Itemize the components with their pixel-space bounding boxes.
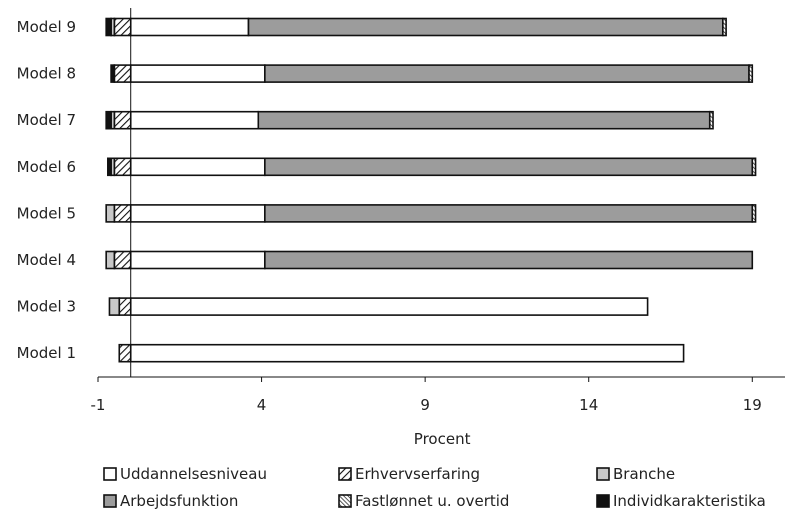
bar-model-9-erhvervserfaring	[113, 17, 132, 37]
bar-model-6-individkarakteristika	[107, 157, 112, 177]
bar-model-8-fastl-nnet-u-overtid	[748, 64, 754, 83]
bar-model-6-arbejdsfunktion	[264, 157, 754, 177]
bar-model-8-individkarakteristika	[110, 64, 116, 83]
bar-model-7-fastl-nnet-u-overtid	[708, 110, 714, 130]
bar-model-1-uddannelsesniveau	[129, 343, 685, 363]
bar-model-7-individkarakteristika	[105, 110, 112, 130]
bar-model-9-uddannelsesniveau	[129, 17, 250, 37]
bar-model-8-uddannelsesniveau	[129, 64, 266, 83]
bar-model-4-erhvervserfaring	[113, 250, 132, 270]
legend-label-individkarakteristika: Individkarakteristika	[613, 492, 766, 510]
legend-swatch-individkarakteristika	[596, 494, 610, 508]
category-label: Model 5	[17, 204, 76, 222]
bar-model-5-erhvervserfaring	[113, 204, 132, 223]
x-axis-title: Procent	[414, 430, 471, 448]
legend-label-branche: Branche	[613, 465, 675, 483]
legend-swatch-branche	[596, 467, 610, 481]
bar-model-9-arbejdsfunktion	[247, 17, 724, 37]
legend-swatch-uddannelsesniveau	[103, 467, 117, 481]
category-labels: Model 9 Model 8 Model 7 Model 6 Model 5 Model…	[17, 18, 76, 362]
x-tick-label: 19	[743, 396, 762, 414]
bar-model-9-individkarakteristika	[105, 17, 112, 37]
bar-model-5-uddannelsesniveau	[129, 204, 266, 223]
bar-model-7-arbejdsfunktion	[257, 110, 711, 130]
legend-label-fastl-nnet-u-overtid: Fastlønnet u. overtid	[355, 492, 509, 510]
bar-model-3-uddannelsesniveau	[129, 297, 649, 316]
legend-label-uddannelsesniveau: Uddannelsesniveau	[120, 465, 267, 483]
bar-model-7-erhvervserfaring	[113, 110, 132, 130]
category-label: Model 4	[17, 251, 76, 269]
legend-swatch-erhvervserfaring	[338, 467, 352, 481]
category-label: Model 6	[17, 158, 76, 176]
bar-model-6-erhvervserfaring	[113, 157, 132, 177]
bar-model-8-arbejdsfunktion	[264, 64, 750, 83]
bar-model-7-uddannelsesniveau	[129, 110, 260, 130]
legend: Uddannelsesniveau Erhvervserfaring Branche…	[103, 465, 766, 510]
bar-model-3-erhvervserfaring	[118, 297, 132, 316]
legend-label-arbejdsfunktion: Arbejdsfunktion	[120, 492, 238, 510]
bar-model-5-arbejdsfunktion	[264, 204, 754, 223]
bar-model-8-erhvervserfaring	[113, 64, 132, 83]
bar-model-1-erhvervserfaring	[118, 343, 132, 363]
bar-model-9-fastl-nnet-u-overtid	[722, 17, 727, 37]
category-label: Model 1	[17, 344, 76, 362]
x-tick-label: -1	[91, 396, 106, 414]
bar-model-4-arbejdsfunktion	[264, 250, 754, 270]
category-label: Model 3	[17, 298, 76, 316]
legend-swatch-arbejdsfunktion	[103, 494, 117, 508]
bar-model-5-branche	[105, 204, 116, 223]
bar-model-3-branche	[108, 297, 121, 316]
bars-layer	[105, 17, 757, 363]
legend-swatch-fastl-nnet-u-overtid	[338, 494, 352, 508]
x-tick-label: 4	[257, 396, 267, 414]
legend-label-erhvervserfaring: Erhvervserfaring	[355, 465, 480, 483]
bar-model-4-branche	[105, 250, 116, 270]
category-label: Model 7	[17, 111, 76, 129]
x-tick-label: 9	[420, 396, 430, 414]
x-axis: -1 4 9 14 19	[91, 8, 785, 414]
bar-model-4-uddannelsesniveau	[129, 250, 266, 270]
bar-model-6-uddannelsesniveau	[129, 157, 266, 177]
bar-model-6-fastl-nnet-u-overtid	[751, 157, 757, 177]
category-label: Model 8	[17, 65, 76, 83]
x-tick-label: 14	[579, 396, 598, 414]
bar-model-5-fastl-nnet-u-overtid	[751, 204, 757, 223]
category-label: Model 9	[17, 18, 76, 36]
